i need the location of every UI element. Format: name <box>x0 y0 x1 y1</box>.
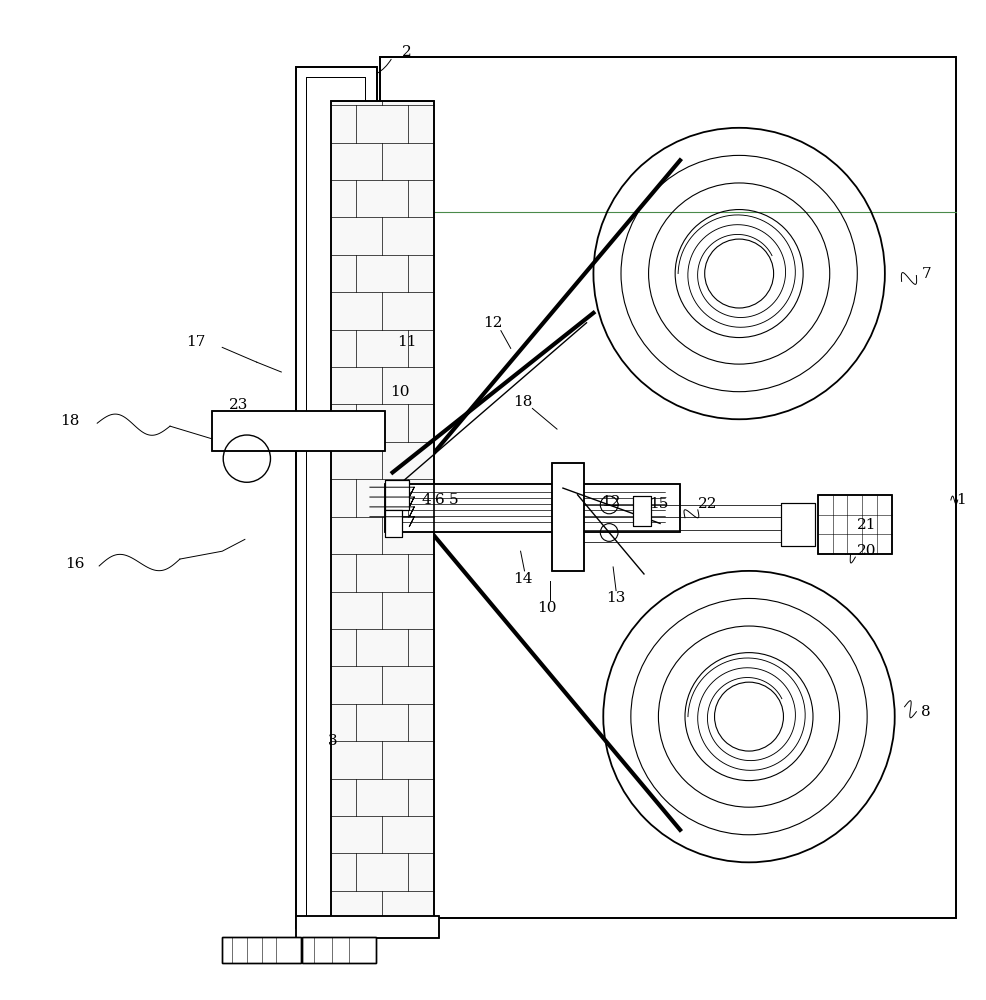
Text: 10: 10 <box>389 385 409 399</box>
Text: 5: 5 <box>449 493 458 507</box>
Bar <box>302 937 376 963</box>
Bar <box>330 101 434 928</box>
Text: 7: 7 <box>921 267 931 281</box>
Bar <box>385 510 402 537</box>
Bar <box>781 503 815 546</box>
Bar <box>552 463 584 571</box>
Bar <box>296 67 377 928</box>
Bar <box>296 916 439 938</box>
Text: 12: 12 <box>483 316 503 330</box>
Bar <box>380 57 955 918</box>
Bar <box>296 916 439 938</box>
Text: 10: 10 <box>537 601 557 615</box>
Text: 18: 18 <box>60 414 79 428</box>
Text: 15: 15 <box>649 497 669 511</box>
Text: 12: 12 <box>601 495 621 509</box>
Bar <box>385 480 409 510</box>
Bar <box>552 463 584 571</box>
Bar <box>306 77 365 918</box>
Text: 1: 1 <box>955 493 965 507</box>
Text: 4: 4 <box>421 493 431 507</box>
Bar <box>212 411 385 451</box>
Bar <box>212 411 385 451</box>
Bar <box>633 496 651 526</box>
Text: 2: 2 <box>401 45 411 59</box>
Text: 13: 13 <box>606 591 626 605</box>
Bar <box>302 937 376 963</box>
Text: 22: 22 <box>698 497 718 511</box>
Text: 6: 6 <box>435 493 445 507</box>
Text: 8: 8 <box>921 705 931 719</box>
Bar <box>222 937 301 963</box>
Text: 20: 20 <box>858 544 877 558</box>
Bar <box>385 510 402 537</box>
Text: 17: 17 <box>186 335 205 349</box>
Bar <box>633 496 651 526</box>
Text: 11: 11 <box>397 335 417 349</box>
Bar <box>385 480 409 510</box>
Bar <box>380 57 955 918</box>
Bar <box>818 495 891 554</box>
Bar <box>330 101 434 928</box>
Bar <box>385 484 680 532</box>
Bar <box>306 77 365 918</box>
Text: 16: 16 <box>65 557 84 571</box>
Bar <box>296 67 377 928</box>
Text: 14: 14 <box>513 572 532 586</box>
Text: 18: 18 <box>513 395 532 409</box>
Bar <box>781 503 815 546</box>
Bar <box>222 937 301 963</box>
Bar <box>818 495 891 554</box>
Text: 23: 23 <box>230 398 248 412</box>
Text: 21: 21 <box>858 518 877 532</box>
Text: 3: 3 <box>327 734 337 748</box>
Bar <box>385 484 680 532</box>
